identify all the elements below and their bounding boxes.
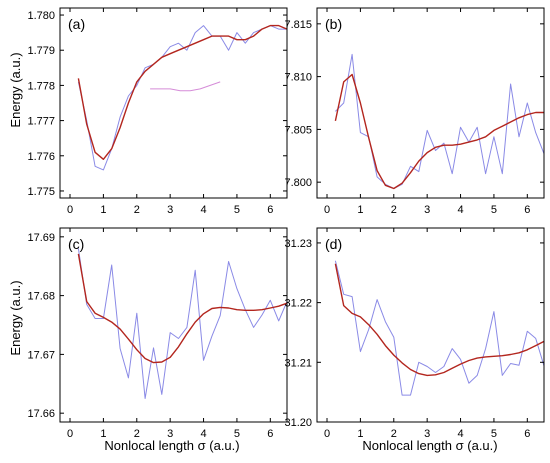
panel-a: 0 1 2 3 4 5 6 1.775 1.776 1.777 1.778 1.779 1.780 (a) [27,7,288,216]
x-tick-label: 5 [234,428,240,440]
plot-frame [316,227,545,423]
x-tick-label: 0 [67,204,73,216]
y-axis-label-bottom: Energy (a.u.) [8,280,23,355]
x-tick-label: 4 [457,428,463,440]
y-tick-label: 1.778 [27,80,55,92]
plot-frame [316,7,545,199]
plot-frame [59,227,288,423]
y-tick-label: 1.780 [27,10,55,22]
x-tick-label: 4 [200,204,206,216]
x-tick-label: 0 [67,428,73,440]
y-tick-label: 17.69 [27,232,55,244]
y-tick-label: 17.68 [27,291,55,303]
x-tick-label: 2 [134,204,140,216]
y-tick-label: 17.66 [27,408,55,420]
x-tick-label: 6 [524,204,530,216]
x-tick-label: 1 [357,204,363,216]
x-tick-label: 2 [391,204,397,216]
panel-label: (c) [68,236,84,252]
x-axis-label-right: Nonlocal length σ (a.u.) [362,438,497,453]
y-tick-label: 1.775 [27,186,55,198]
panels: 0 1 2 3 4 5 6 1.775 1.776 1.777 1.778 1.779 1.780 (a)… [27,7,545,440]
x-tick-label: 4 [200,428,206,440]
smoothed-series-line [77,253,288,364]
x-tick-label: 3 [424,204,430,216]
y-tick-label: 31.22 [284,298,312,310]
y-tick-label: 17.67 [27,349,55,361]
overlay-series-line [150,81,221,92]
raw-series-line [77,248,288,399]
x-tick-label: 1 [100,204,106,216]
x-tick-label: 2 [391,428,397,440]
y-tick-label: 1.777 [27,116,55,128]
x-tick-label: 6 [524,428,530,440]
panel-label: (a) [68,16,85,32]
panel-label: (b) [325,16,342,32]
y-axis-label-top: Energy (a.u.) [8,52,23,127]
x-tick-label: 1 [357,428,363,440]
raw-series-line [334,260,545,396]
panel-c: 0 1 2 3 4 5 6 17.66 17.67 17.68 17.69 (c) [27,227,288,440]
x-tick-label: 6 [267,428,273,440]
x-tick-label: 4 [457,204,463,216]
x-tick-label: 5 [491,204,497,216]
x-axis-label-left: Nonlocal length σ (a.u.) [104,438,239,453]
x-tick-label: 3 [167,204,173,216]
y-tick-label: 7.805 [284,124,312,136]
y-tick-label: 7.810 [284,72,312,84]
y-tick-label: 7.800 [284,177,312,189]
x-tick-label: 3 [167,428,173,440]
y-tick-label: 31.23 [284,238,312,250]
y-tick-label: 31.20 [284,417,312,429]
x-tick-label: 6 [267,204,273,216]
x-tick-label: 5 [234,204,240,216]
y-tick-label: 7.815 [284,19,312,31]
x-tick-label: 5 [491,428,497,440]
y-tick-label: 1.779 [27,45,55,57]
x-tick-label: 1 [100,428,106,440]
x-tick-label: 0 [324,428,330,440]
x-tick-label: 0 [324,204,330,216]
y-tick-label: 1.776 [27,151,55,163]
smoothed-series-line [77,24,288,161]
smoothed-series-line [334,73,544,190]
raw-series-line [77,25,287,171]
panel-label: (d) [325,236,342,252]
panel-b: 0 1 2 3 4 5 6 7.800 7.805 7.810 7.815 (b) [284,7,545,216]
panel-d: 0 1 2 3 4 5 6 31.20 31.21 31.22 31.23 (d) [284,227,545,440]
x-tick-label: 2 [134,428,140,440]
x-tick-label: 3 [424,428,430,440]
smoothed-series-line [334,263,545,377]
y-tick-label: 31.21 [284,357,312,369]
plot-frame [59,7,288,199]
